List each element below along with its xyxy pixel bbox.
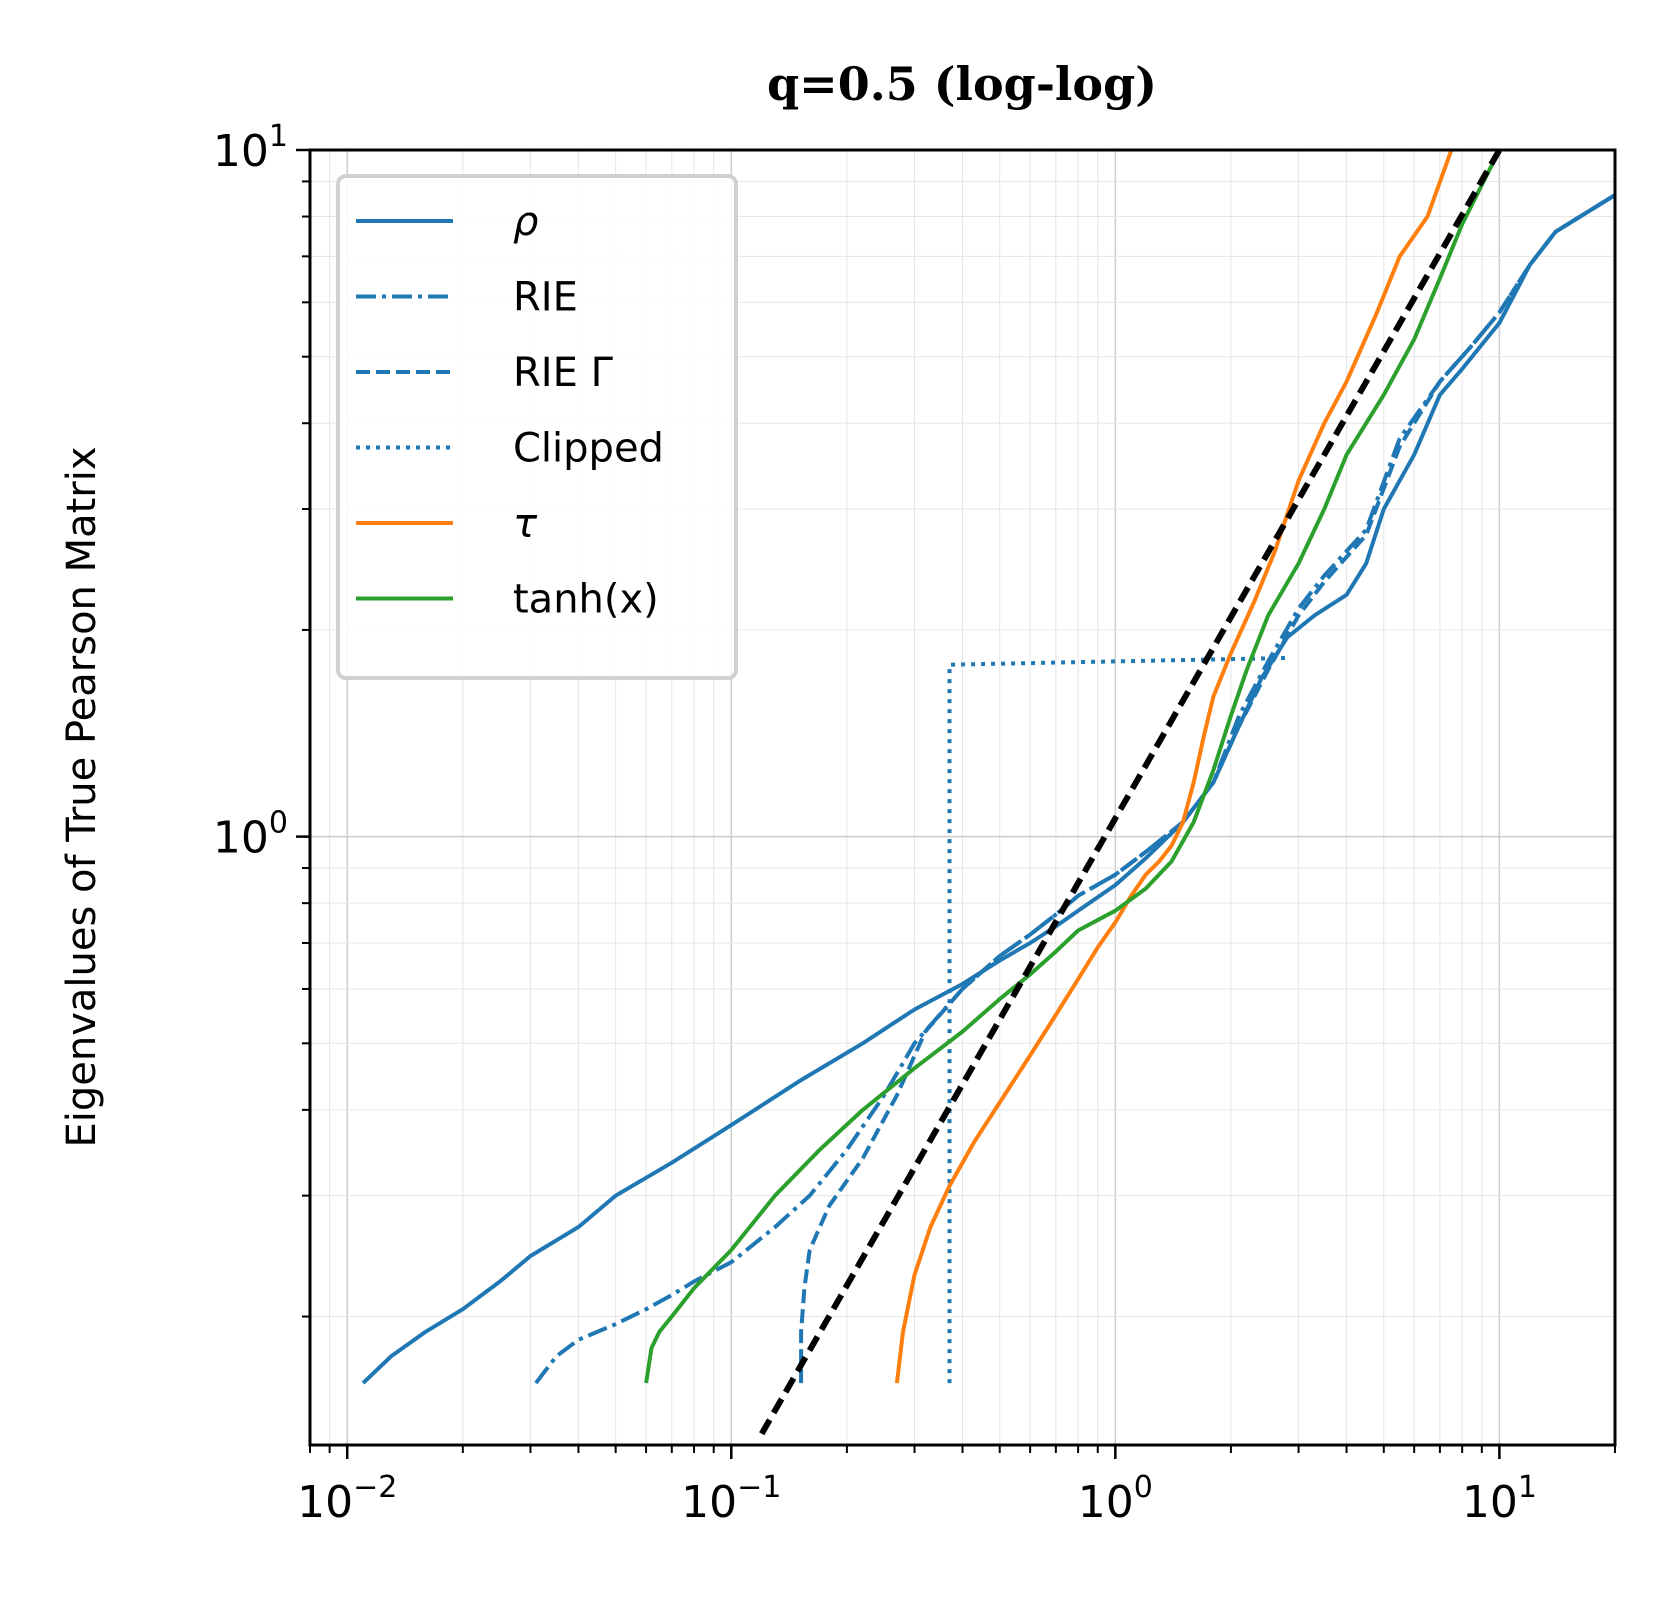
series-line-clipped [947,656,1288,1384]
x-tick-label: 10−1 [681,1470,781,1528]
legend-label-rie: RIE [513,275,578,321]
legend-label-clipped: Clipped [513,426,664,472]
series-line-item [894,150,1454,1384]
legend-label-item: τ [513,501,538,547]
chart-title: q=0.5 (log-log) [767,57,1157,111]
x-tick-label: 10−2 [297,1470,397,1528]
series-line-rie [799,193,1615,1384]
legend-label-rie: RIE Γ [513,350,614,396]
legend-box [336,174,738,680]
y-tick-label: 101 [213,119,288,177]
y-tick-label: 100 [213,806,288,864]
legend-label-tanh-x: tanh(x) [513,577,659,623]
series-layer [361,150,1615,1436]
series-line-tanh-x [644,150,1502,1384]
legend-label-item: ρ [513,199,538,245]
y-axis-label: Eigenvalues of True Pearson Matrix [59,446,105,1147]
series-line-reference [759,150,1503,1436]
axis-ticks: 10−2 10−1 100 101 100 101 [213,119,1616,1528]
legend: ρ RIE RIE Γ Clipped τ tanh(x) [336,174,738,680]
series-line-item [361,193,1615,1385]
x-tick-label: 100 [1078,1470,1153,1528]
x-tick-label: 101 [1462,1470,1537,1528]
